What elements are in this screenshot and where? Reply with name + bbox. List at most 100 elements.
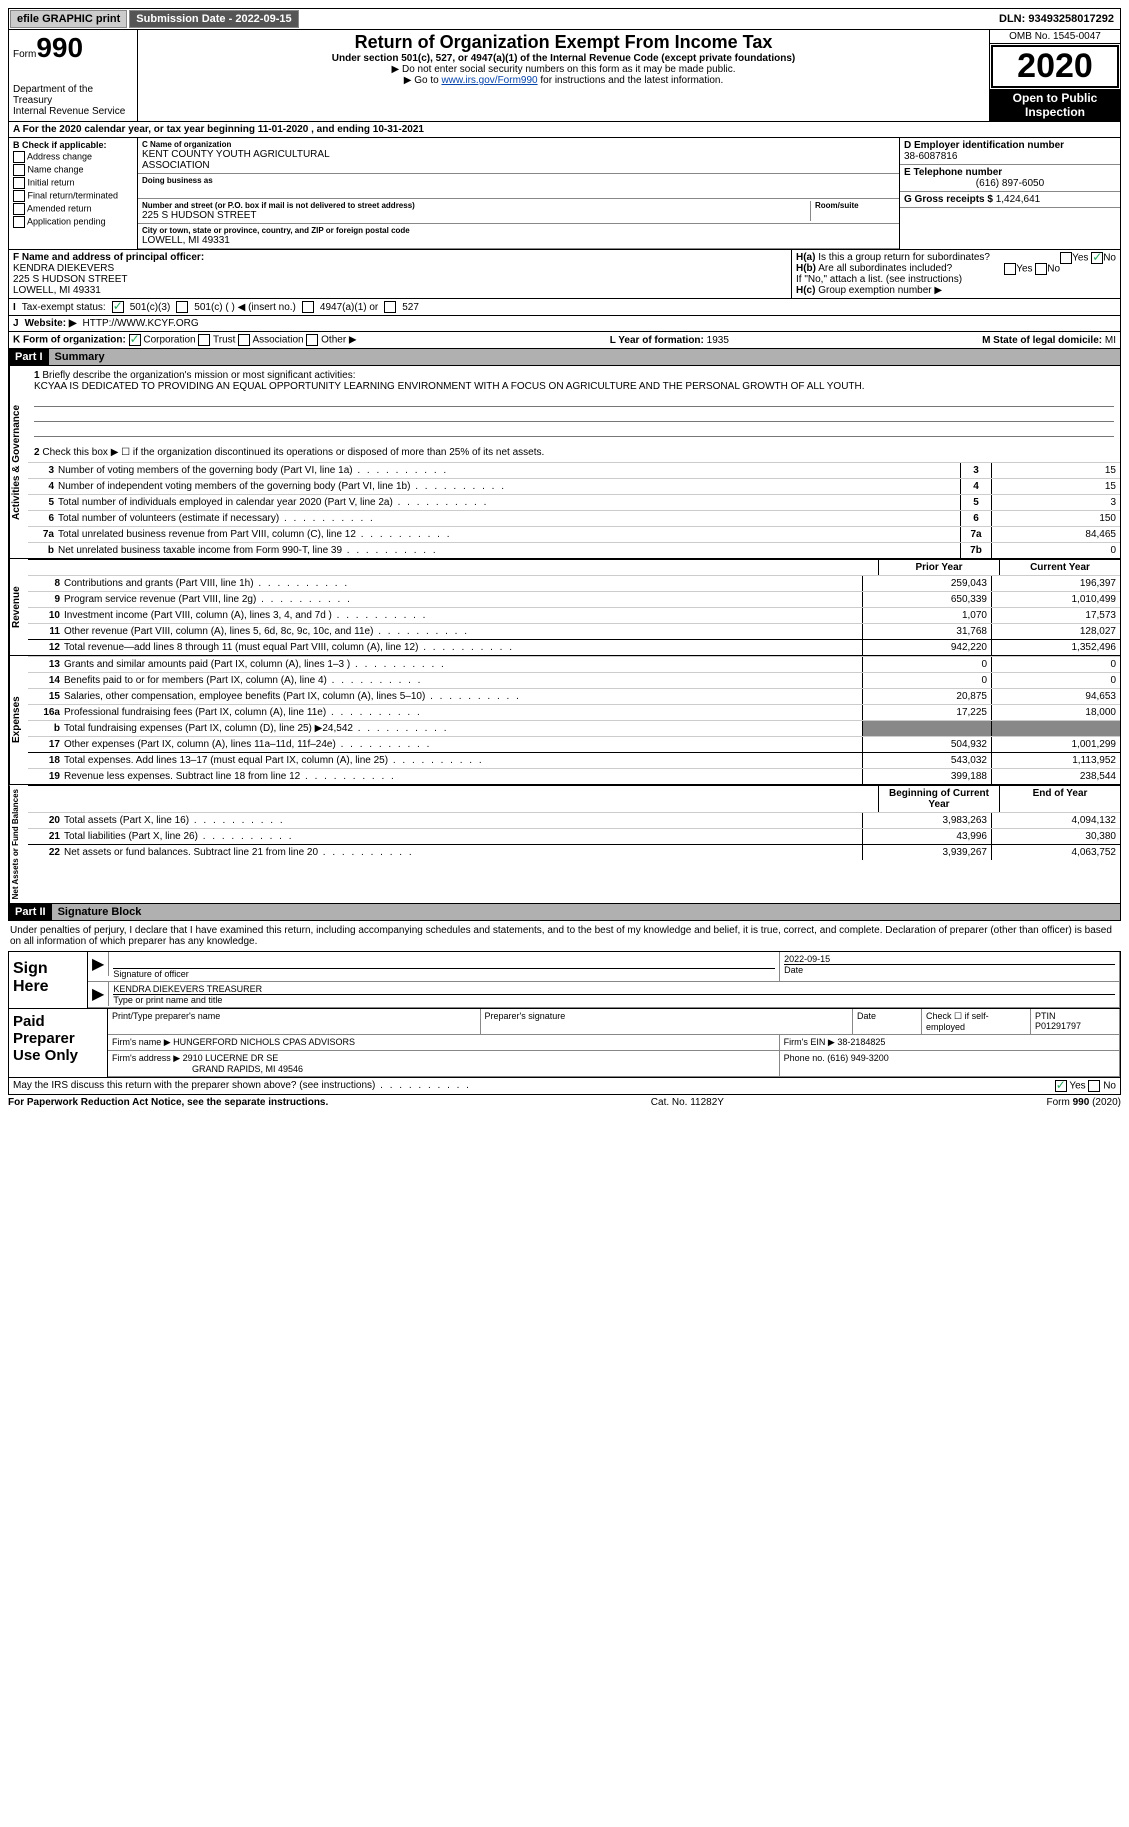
website-url: HTTP://WWW.KCYF.ORG [83, 318, 199, 329]
name-change-label: Name change [28, 164, 84, 174]
row-prior: 3,983,263 [862, 813, 991, 828]
l1-text: Briefly describe the organization's miss… [42, 370, 355, 381]
row-desc: Program service revenue (Part VIII, line… [64, 592, 862, 607]
dba-row: Doing business as [138, 174, 899, 199]
cb-amended[interactable]: Amended return [13, 203, 133, 215]
mission-line [34, 424, 1114, 437]
row-curr: 1,352,496 [991, 640, 1120, 655]
k-other: Other ▶ [321, 335, 356, 346]
discuss-yes-cb[interactable] [1055, 1080, 1067, 1092]
preparer-label: Paid Preparer Use Only [9, 1009, 108, 1077]
m-val: MI [1105, 335, 1116, 346]
dept-irs: Internal Revenue Service [13, 106, 133, 117]
row-desc: Total unrelated business revenue from Pa… [58, 527, 960, 542]
row-num: 5 [28, 495, 58, 510]
row-desc: Benefits paid to or for members (Part IX… [64, 673, 862, 688]
footer-right: Form 990 (2020) [1047, 1097, 1121, 1108]
header-note2: ▶ Go to www.irs.gov/Form990 for instruct… [142, 75, 985, 86]
box-c: C Name of organization KENT COUNTY YOUTH… [138, 138, 899, 249]
cb-name-change[interactable]: Name change [13, 164, 133, 176]
hb-no: No [1047, 264, 1060, 275]
cb-pending[interactable]: Application pending [13, 216, 133, 228]
cb-initial[interactable]: Initial return [13, 177, 133, 189]
footer: For Paperwork Reduction Act Notice, see … [8, 1095, 1121, 1110]
box-i: I Tax-exempt status: 501(c)(3) 501(c) ( … [8, 299, 1121, 316]
row-num: 8 [28, 576, 64, 591]
row-prior: 399,188 [862, 769, 991, 784]
officer-label: F Name and address of principal officer: [13, 252, 787, 263]
cb-final[interactable]: Final return/terminated [13, 190, 133, 202]
row-box: 7b [960, 543, 992, 558]
taxyear-pre: A For the 2020 calendar year, or tax yea… [13, 124, 258, 135]
dln-label: DLN: [999, 13, 1028, 25]
i-o2: 501(c) ( ) ◀ (insert no.) [194, 302, 296, 313]
header-center: Return of Organization Exempt From Incom… [138, 30, 989, 121]
mission-line [34, 409, 1114, 422]
row-curr: 1,010,499 [991, 592, 1120, 607]
org-name2: ASSOCIATION [142, 160, 895, 171]
sign-here-label: Sign Here [9, 952, 88, 1008]
hb-yes-cb[interactable] [1004, 263, 1016, 275]
l1-n: 1 [34, 370, 40, 381]
cb-501c[interactable] [176, 301, 188, 313]
cb-501c3[interactable] [112, 301, 124, 313]
row-desc: Other revenue (Part VIII, column (A), li… [64, 624, 862, 639]
row-prior: 259,043 [862, 576, 991, 591]
row-num: 19 [28, 769, 64, 784]
firm-addr-row: Firm's address ▶ 2910 LUCERNE DR SE GRAN… [108, 1051, 1120, 1077]
part2-title: Signature Block [52, 904, 1120, 920]
form-number-big: 990 [36, 32, 83, 63]
box-m: M State of legal domicile: MI [982, 335, 1116, 346]
firm-addr2: GRAND RAPIDS, MI 49546 [112, 1064, 775, 1074]
org-name1: KENT COUNTY YOUTH AGRICULTURAL [142, 149, 895, 160]
city-row: City or town, state or province, country… [138, 224, 899, 249]
cb-4947[interactable] [302, 301, 314, 313]
firm-name-label: Firm's name ▶ [112, 1037, 173, 1047]
row-box: 3 [960, 463, 992, 478]
governance-vlabel: Activities & Governance [9, 366, 28, 558]
open-inspection: Open to Public Inspection [990, 89, 1120, 121]
ha-no-cb[interactable] [1091, 252, 1103, 264]
efile-button[interactable]: efile GRAPHIC print [10, 10, 127, 28]
preparer-body: Print/Type preparer's name Preparer's si… [108, 1009, 1120, 1077]
row-prior: 31,768 [862, 624, 991, 639]
j-label: J [13, 318, 19, 329]
expenses-body: 13 Grants and similar amounts paid (Part… [28, 656, 1120, 784]
row-num: 22 [28, 845, 64, 860]
discuss-no-cb[interactable] [1088, 1080, 1100, 1092]
firm-name: HUNGERFORD NICHOLS CPAS ADVISORS [173, 1037, 355, 1047]
box-f: F Name and address of principal officer:… [9, 250, 792, 298]
data-row: 21 Total liabilities (Part X, line 26) 4… [28, 828, 1120, 844]
street-row: Number and street (or P.O. box if mail i… [138, 199, 899, 224]
row-prior [862, 721, 991, 736]
mission-line [34, 394, 1114, 407]
discuss-row: May the IRS discuss this return with the… [8, 1078, 1121, 1095]
row-curr: 1,001,299 [991, 737, 1120, 752]
cb-corp[interactable] [129, 334, 141, 346]
cb-assoc[interactable] [238, 334, 250, 346]
cb-trust[interactable] [198, 334, 210, 346]
row-box: 6 [960, 511, 992, 526]
preparer-head-row: Print/Type preparer's name Preparer's si… [108, 1009, 1120, 1035]
irs-link[interactable]: www.irs.gov/Form990 [441, 75, 537, 86]
prep-h4: Check ☐ if self-employed [922, 1009, 1031, 1034]
ha-yes-cb[interactable] [1060, 252, 1072, 264]
ha-text: Is this a group return for subordinates? [818, 252, 990, 263]
row-curr: 4,063,752 [991, 845, 1120, 860]
ein-label: D Employer identification number [904, 140, 1116, 151]
data-row: 13 Grants and similar amounts paid (Part… [28, 656, 1120, 672]
gross-label: G Gross receipts $ [904, 194, 996, 205]
row-prior: 43,996 [862, 829, 991, 844]
dln: DLN: 93493258017292 [993, 11, 1120, 27]
street-value: 225 S HUDSON STREET [142, 210, 810, 221]
hb-no-cb[interactable] [1035, 263, 1047, 275]
header-right: OMB No. 1545-0047 2020 Open to Public In… [989, 30, 1120, 121]
cb-addr-change[interactable]: Address change [13, 151, 133, 163]
cb-527[interactable] [384, 301, 396, 313]
cb-other[interactable] [306, 334, 318, 346]
inspect2: Inspection [992, 105, 1118, 119]
row-box: 7a [960, 527, 992, 542]
entity-block: B Check if applicable: Address change Na… [8, 138, 1121, 250]
governance-row: 4 Number of independent voting members o… [28, 478, 1120, 494]
part1-header: Part I Summary [8, 349, 1121, 366]
